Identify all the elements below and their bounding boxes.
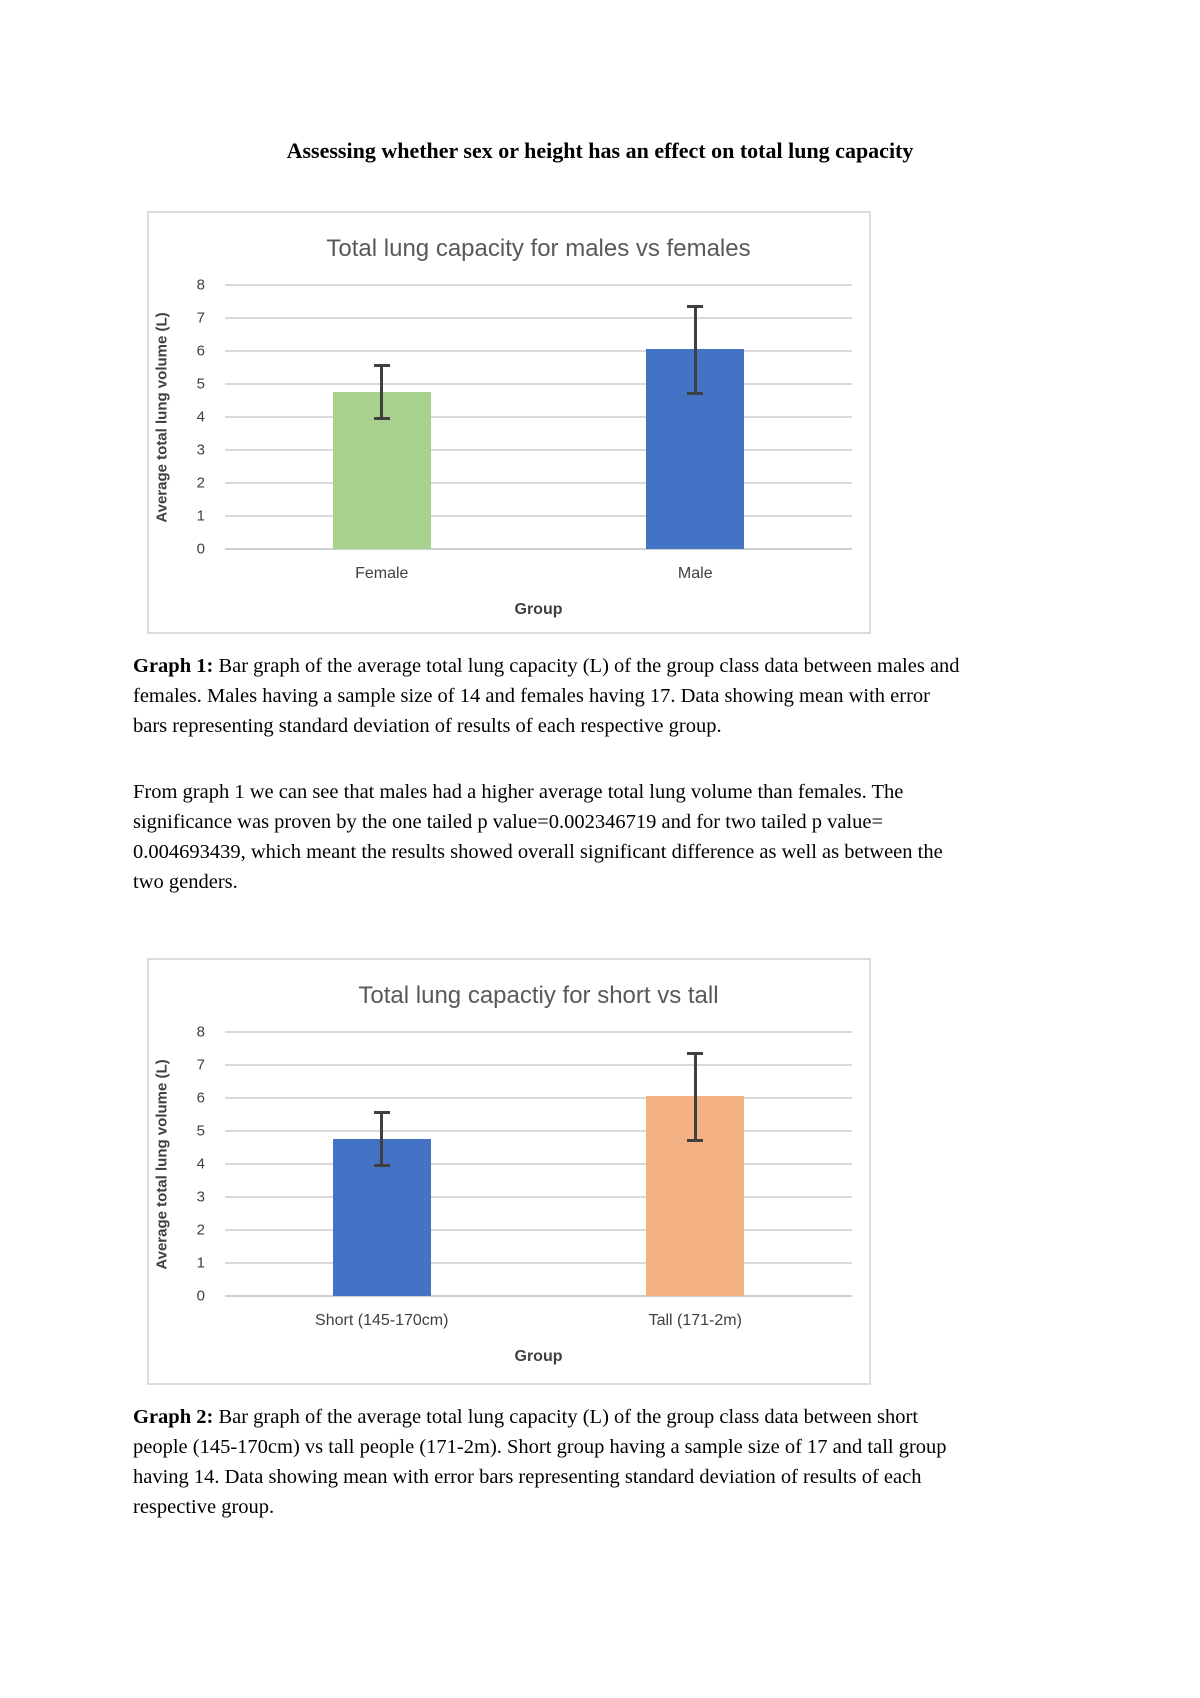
y-tick-label: 2: [196, 474, 205, 492]
y-tick-label: 2: [196, 1221, 205, 1239]
gridline: [225, 1130, 852, 1132]
gridline: [225, 1262, 852, 1264]
graph-1-caption-text: Bar graph of the average total lung capa…: [133, 655, 960, 737]
x-axis-title: Group: [514, 601, 563, 618]
chart-title: Total lung capacity for males vs females: [326, 235, 751, 262]
gridline: [225, 416, 852, 418]
gridline: [225, 1097, 852, 1099]
x-tick-label-short: Short (145-170cm): [315, 1312, 449, 1329]
graph-2-caption: Graph 2: Bar graph of the average total …: [133, 1402, 966, 1522]
y-axis-title: Average total lung volume (L): [151, 1032, 173, 1296]
gridline: [225, 449, 852, 451]
gridline: [225, 383, 852, 385]
x-axis-labels: Short (145-170cm) Tall (171-2m): [225, 1312, 852, 1330]
y-tick-label: 6: [196, 342, 205, 360]
x-axis-line: [225, 548, 852, 550]
gridline: [225, 1163, 852, 1165]
y-tick-label: 5: [196, 375, 205, 393]
gridline: [225, 317, 852, 319]
gridline: [225, 1229, 852, 1231]
y-tick-label: 8: [196, 276, 205, 294]
error-bar: [687, 304, 704, 395]
y-tick-label: 1: [196, 507, 205, 525]
x-tick-label-female: Female: [355, 565, 409, 582]
y-tick-label: 0: [196, 540, 205, 558]
x-axis-line: [225, 1295, 852, 1297]
gridline: [225, 1064, 852, 1066]
gridline: [225, 284, 852, 286]
bar-group-tall: [539, 1032, 853, 1296]
bar-group-female: [225, 285, 539, 549]
chart-short-vs-tall: Total lung capactiy for short vs tall Av…: [147, 958, 871, 1385]
y-axis-ticks: 0 1 2 3 4 5 6 7 8: [171, 1025, 205, 1304]
bar-series: [225, 285, 852, 549]
y-axis-title-text: Average total lung volume (L): [153, 311, 171, 523]
y-tick-label: 7: [196, 309, 205, 327]
y-tick-label: 3: [196, 441, 205, 459]
plot-area: [225, 1031, 852, 1297]
graph-1-caption: Graph 1: Bar graph of the average total …: [133, 651, 966, 741]
bar-group-short: [225, 1032, 539, 1296]
y-tick-label: 0: [196, 1287, 205, 1305]
x-tick-label-tall: Tall (171-2m): [648, 1312, 742, 1329]
y-tick-label: 4: [196, 1155, 205, 1173]
error-bar: [373, 364, 390, 421]
bar-group-male: [539, 285, 853, 549]
y-axis-title-text: Average total lung volume (L): [153, 1058, 171, 1270]
y-tick-label: 8: [196, 1023, 205, 1041]
y-tick-label: 4: [196, 408, 205, 426]
gridline: [225, 482, 852, 484]
y-tick-label: 7: [196, 1056, 205, 1074]
y-tick-label: 3: [196, 1188, 205, 1206]
x-tick-label-male: Male: [677, 565, 713, 582]
chart-males-vs-females: Total lung capacity for males vs females…: [147, 211, 871, 634]
page-title: Assessing whether sex or height has an e…: [286, 138, 914, 163]
gridline: [225, 515, 852, 517]
y-axis-title: Average total lung volume (L): [151, 285, 173, 549]
graph-2-caption-text: Bar graph of the average total lung capa…: [133, 1406, 947, 1518]
error-bar: [373, 1111, 390, 1168]
y-tick-label: 6: [196, 1089, 205, 1107]
error-bar: [687, 1051, 704, 1142]
gridline: [225, 350, 852, 352]
graph-1-caption-label: Graph 1:: [133, 655, 214, 677]
gridline: [225, 1196, 852, 1198]
y-tick-label: 1: [196, 1254, 205, 1272]
x-axis-title: Group: [514, 1348, 563, 1365]
y-tick-label: 5: [196, 1122, 205, 1140]
bar-series: [225, 1032, 852, 1296]
plot-area: [225, 284, 852, 550]
analysis-paragraph: From graph 1 we can see that males had a…: [133, 781, 943, 893]
chart-title: Total lung capactiy for short vs tall: [358, 982, 719, 1009]
document-page: Assessing whether sex or height has an e…: [133, 138, 966, 1522]
x-axis-labels: Female Male: [225, 565, 852, 583]
graph-2-caption-label: Graph 2:: [133, 1406, 214, 1428]
gridline: [225, 1031, 852, 1033]
y-axis-ticks: 0 1 2 3 4 5 6 7 8: [171, 278, 205, 557]
